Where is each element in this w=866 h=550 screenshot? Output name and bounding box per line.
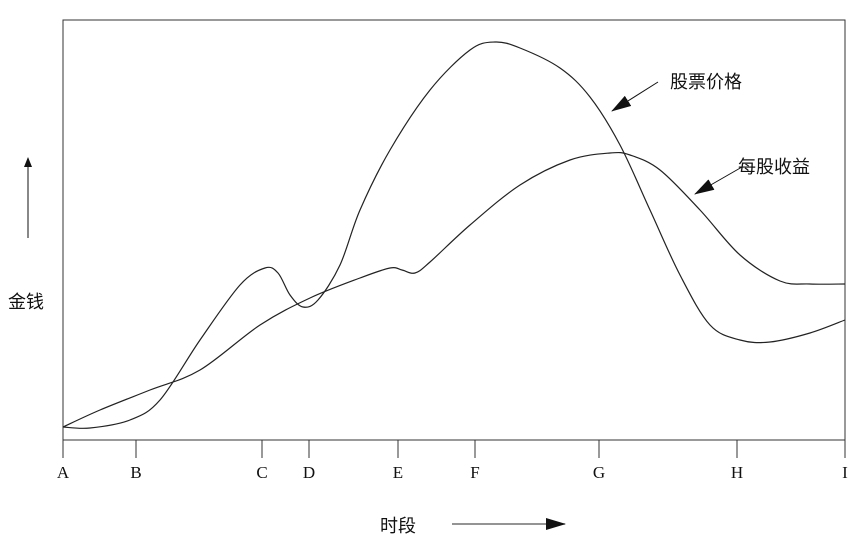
x-tick-label: G <box>592 463 606 482</box>
x-tick-label: H <box>730 463 744 482</box>
x-tick-label: A <box>56 463 70 482</box>
x-axis-label: 时段 <box>380 516 416 537</box>
plot-frame <box>62 19 846 441</box>
x-tick-label: C <box>256 463 268 482</box>
eps-pointer-arrow <box>694 166 743 195</box>
x-tick-label: E <box>392 463 404 482</box>
eps-label: 每股收益 <box>738 157 810 178</box>
x-tick-marks <box>62 440 846 458</box>
stock-price-pointer-arrow <box>611 81 659 112</box>
y-axis-label: 金钱 <box>8 292 44 313</box>
x-tick-label: F <box>470 463 480 482</box>
x-tick-label: I <box>842 463 848 482</box>
eps-curve <box>62 151 846 428</box>
x-tick-label: D <box>302 463 316 482</box>
stock-price-label: 股票价格 <box>670 72 742 93</box>
x-tick-label: B <box>130 463 142 482</box>
stock-price-curve <box>62 41 846 429</box>
